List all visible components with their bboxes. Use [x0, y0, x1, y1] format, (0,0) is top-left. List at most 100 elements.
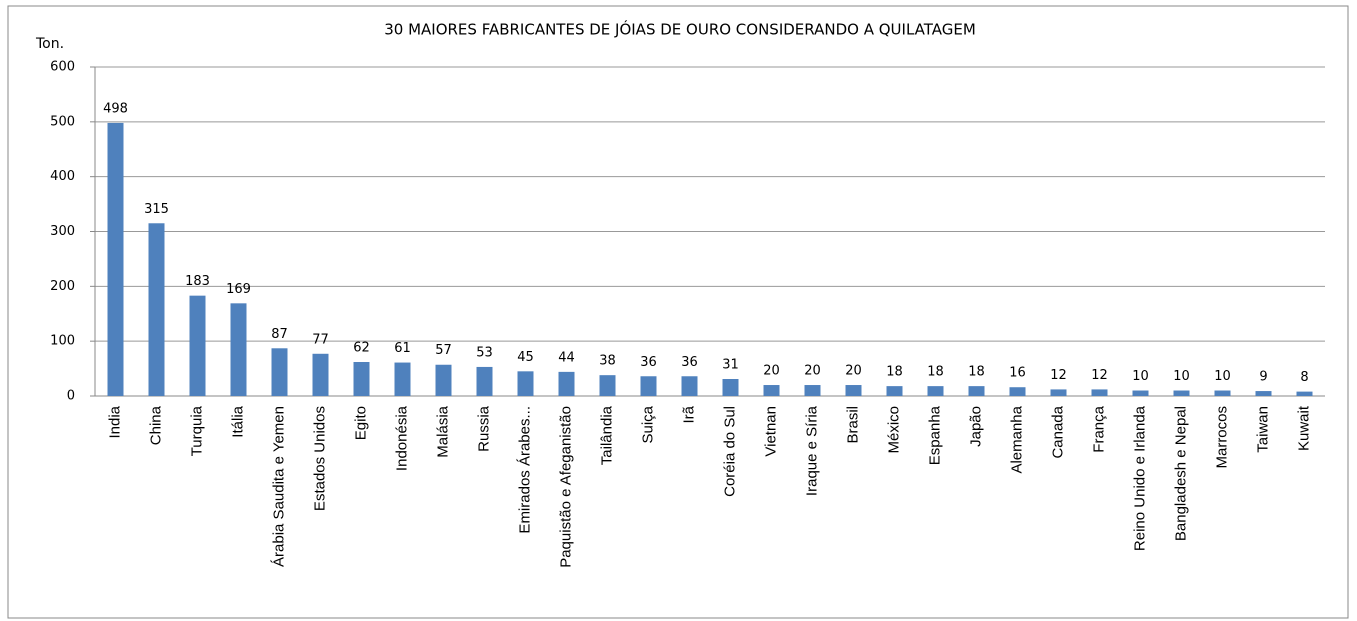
x-tick-label: Egito — [352, 406, 369, 440]
data-label: 169 — [226, 282, 251, 297]
data-label: 44 — [558, 350, 575, 365]
data-label: 87 — [271, 327, 288, 342]
bar — [517, 371, 534, 396]
bar — [968, 386, 985, 396]
data-label: 20 — [804, 364, 821, 379]
bar — [1296, 391, 1313, 396]
bar — [353, 362, 370, 396]
data-label: 45 — [517, 350, 534, 365]
data-label: 10 — [1173, 369, 1190, 384]
x-tick-label: Paquistão e Afeganistão — [557, 406, 574, 568]
data-label: 57 — [435, 343, 452, 358]
x-tick-label: Suiça — [639, 405, 656, 443]
y-tick-label: 300 — [50, 224, 75, 239]
x-tick-label: Turquia — [188, 405, 205, 456]
bar — [107, 122, 124, 397]
y-tick-label: 200 — [50, 279, 75, 294]
x-tick-label: Iraque e Síria — [803, 405, 820, 496]
bar — [394, 362, 411, 396]
bar — [189, 295, 206, 396]
chart-title: 30 MAIORES FABRICANTES DE JÓIAS DE OURO … — [384, 20, 976, 39]
bar — [148, 223, 165, 396]
data-label: 183 — [185, 274, 210, 289]
bar — [435, 364, 452, 396]
bar — [886, 386, 903, 396]
x-tick-label: Irã — [680, 405, 697, 423]
data-label: 31 — [722, 358, 739, 373]
x-tick-label: México — [885, 406, 902, 454]
bar — [271, 348, 288, 396]
x-tick-label: Marrocos — [1213, 406, 1230, 469]
x-tick-label: Malásia — [434, 405, 451, 457]
x-tick-label: China — [147, 405, 164, 445]
bar — [558, 371, 575, 396]
data-label: 36 — [681, 355, 698, 370]
x-tick-label: Tailândia — [598, 405, 615, 465]
data-label: 12 — [1091, 368, 1108, 383]
y-tick-label: 500 — [50, 114, 75, 129]
bar — [1255, 391, 1272, 396]
data-label: 12 — [1050, 368, 1067, 383]
bar — [230, 303, 247, 396]
data-label: 18 — [968, 365, 985, 380]
data-label: 16 — [1009, 366, 1026, 381]
bar — [763, 385, 780, 396]
data-label: 315 — [144, 202, 169, 217]
data-label: 20 — [845, 364, 862, 379]
data-label: 10 — [1132, 369, 1149, 384]
data-label: 61 — [394, 341, 411, 356]
x-tick-label: Bangladesh e Nepal — [1172, 406, 1189, 541]
bar — [1173, 390, 1190, 396]
bar — [1132, 390, 1149, 396]
x-tick-label: Alemanha — [1008, 405, 1025, 473]
bar — [1091, 389, 1108, 396]
x-tick-label: Russia — [475, 405, 492, 452]
data-label: 53 — [476, 345, 493, 360]
x-tick-label: Reino Unido e Irlanda — [1131, 405, 1148, 551]
bar — [722, 379, 739, 396]
x-tick-label: Canada — [1049, 405, 1066, 458]
bar — [312, 353, 329, 396]
data-label: 8 — [1300, 370, 1308, 385]
y-tick-label: 0 — [67, 389, 75, 404]
data-label: 38 — [599, 354, 616, 369]
bar — [1009, 387, 1026, 396]
bar — [927, 386, 944, 396]
y-tick-label: 100 — [50, 334, 75, 349]
x-tick-label: Árabia Saudita e Yemen — [270, 406, 287, 567]
x-tick-label: Taiwan — [1254, 406, 1271, 453]
y-tick-label: 400 — [50, 169, 75, 184]
bar — [845, 385, 862, 396]
x-tick-label: Indonésia — [393, 405, 410, 471]
y-axis-label: Ton. — [35, 36, 64, 52]
data-label: 9 — [1259, 370, 1267, 385]
x-tick-label: India — [106, 405, 123, 438]
bar — [1050, 389, 1067, 396]
data-label: 18 — [927, 365, 944, 380]
x-tick-label: Coréia do Sul — [721, 406, 738, 497]
x-tick-label: Emirados Árabes... — [516, 406, 533, 534]
x-tick-label: França — [1090, 405, 1107, 452]
x-tick-label: Japão — [967, 406, 984, 447]
bar — [476, 366, 493, 396]
bar — [804, 385, 821, 396]
x-tick-label: Estados Unidos — [311, 406, 328, 511]
data-label: 36 — [640, 355, 657, 370]
bar — [640, 376, 657, 396]
x-tick-label: Brasil — [844, 406, 861, 444]
bar — [599, 375, 616, 396]
x-tick-label: Vietnan — [762, 406, 779, 457]
bar — [1214, 390, 1231, 396]
x-tick-label: Itália — [229, 405, 246, 437]
data-label: 10 — [1214, 369, 1231, 384]
data-label: 18 — [886, 365, 903, 380]
x-tick-label: Kuwait — [1295, 405, 1312, 451]
y-tick-label: 600 — [50, 60, 75, 75]
data-label: 77 — [312, 332, 329, 347]
bar — [681, 376, 698, 396]
x-tick-label: Espanha — [926, 405, 943, 465]
data-label: 20 — [763, 364, 780, 379]
data-label: 62 — [353, 341, 370, 356]
data-label: 498 — [103, 101, 128, 116]
